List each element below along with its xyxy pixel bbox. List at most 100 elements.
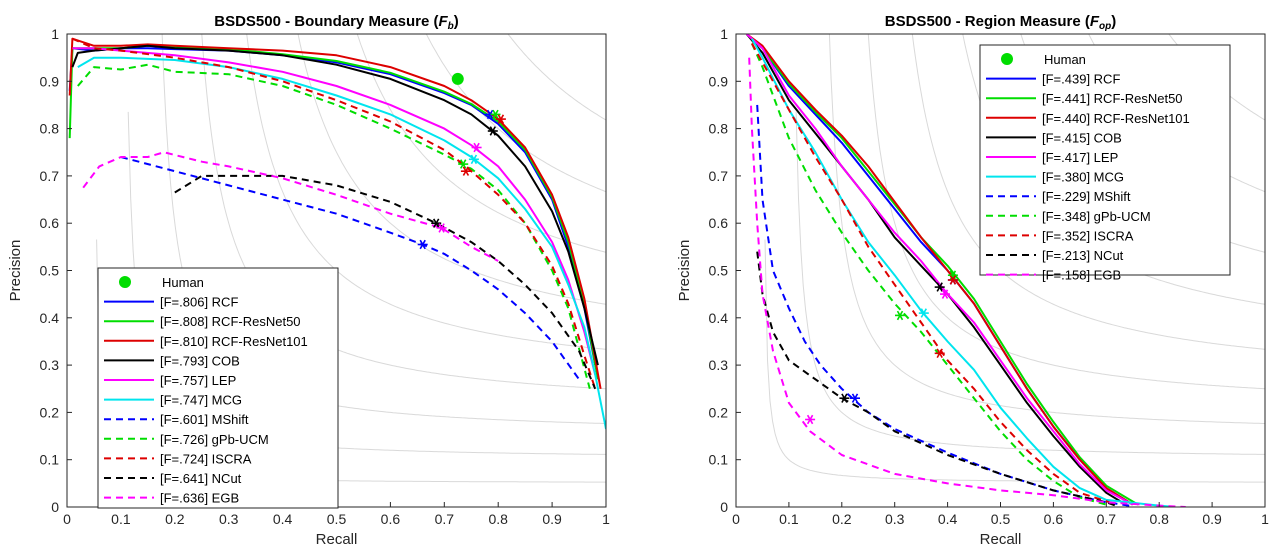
asterisk-stroke (936, 282, 943, 292)
x-tick-label: 0.5 (327, 511, 347, 527)
legend: Human [F=.806] RCF [F=.808] RCF-ResNet50 [F… (97, 267, 339, 509)
legend-label-3: [F=.810] RCF-ResNet101 (160, 334, 308, 349)
y-tick-label: 0.1 (709, 452, 729, 468)
x-tick-label: 0.2 (165, 511, 185, 527)
legend-label-6: [F=.747] MCG (160, 393, 242, 408)
y-tick-label: 0 (720, 499, 728, 515)
series-line-6 (77, 56, 606, 430)
y-tick-label: 0.9 (40, 73, 60, 89)
series-marker-3 (947, 275, 958, 285)
iso-f-curve (507, 34, 606, 121)
series-marker-8 (895, 310, 905, 321)
legend-label-9: [F=.724] ISCRA (160, 451, 252, 466)
series-line-2 (745, 34, 1139, 506)
asterisk-stroke (851, 393, 859, 403)
legend-label-9: [F=.352] ISCRA (1042, 228, 1134, 243)
legend-label-1: [F=.806] RCF (160, 295, 238, 310)
x-tick-label: 0.7 (435, 511, 455, 527)
legend-label-5: [F=.757] LEP (160, 373, 236, 388)
y-axis-label: Precision (7, 240, 24, 302)
x-tick-label: 0.4 (938, 511, 958, 527)
y-tick-label: 0.7 (40, 168, 60, 184)
y-tick-label: 0.5 (709, 263, 729, 279)
series-marker-3 (495, 114, 506, 124)
series-line-8 (750, 43, 1107, 506)
legend-label-10: [F=.213] NCut (1042, 248, 1124, 263)
legend-label-2: [F=.441] RCF-ResNet50 (1042, 91, 1183, 106)
legend-label-7: [F=.601] MShift (160, 412, 249, 427)
legend-label-11: [F=.636] EGB (160, 491, 239, 506)
x-tick-label: 0.1 (111, 511, 131, 527)
legend-label-6: [F=.380] MCG (1042, 170, 1124, 185)
human-marker (451, 72, 464, 85)
legend-label-human: Human (162, 275, 204, 290)
y-tick-label: 0.2 (709, 404, 729, 420)
legend-swatch-human (119, 276, 131, 288)
series-marker-8 (458, 159, 469, 169)
x-tick-label: 0.1 (779, 511, 799, 527)
y-tick-label: 0.7 (709, 168, 729, 184)
series-marker-10 (431, 218, 442, 228)
x-tick-label: 0 (63, 511, 71, 527)
series-line-9 (71, 37, 597, 390)
x-tick-label: 0.6 (381, 511, 401, 527)
x-tick-label: 0.9 (1202, 511, 1222, 527)
asterisk-stroke (489, 126, 496, 136)
x-tick-label: 0.8 (1149, 511, 1169, 527)
asterisk-stroke (941, 289, 949, 299)
series-marker-11 (805, 414, 816, 425)
iso-f-curve (764, 239, 1265, 483)
legend-swatch-human (1001, 53, 1013, 65)
legend-box (979, 44, 1231, 276)
asterisk-stroke (438, 223, 445, 233)
x-axis-label: Recall (980, 531, 1022, 548)
legend-label-4: [F=.415] COB (1042, 130, 1122, 145)
x-tick-label: 1 (602, 511, 610, 527)
y-tick-label: 1 (51, 26, 59, 42)
x-tick-label: 0.5 (991, 511, 1011, 527)
iso-f-curve (795, 111, 1265, 455)
y-tick-label: 0.6 (709, 215, 729, 231)
asterisk-stroke (473, 142, 480, 153)
series-marker-10 (839, 393, 850, 403)
x-axis-label: Recall (316, 531, 358, 548)
series-line-4 (71, 44, 599, 366)
legend-label-4: [F=.793] COB (160, 353, 240, 368)
y-tick-label: 0.5 (40, 263, 60, 279)
asterisk-stroke (470, 154, 478, 165)
y-tick-label: 0.4 (709, 310, 729, 326)
asterisk-stroke (486, 109, 494, 120)
chart-panel-1: 0 0.1 0.2 0.3 0.4 0.5 0.6 0.7 0.8 0.9 1 0 0.1 0.2 0.3 0… (7, 13, 610, 548)
chart-title: BSDS500 - Region Measure (Fop) (885, 13, 1116, 32)
y-tick-label: 0.8 (40, 121, 60, 137)
series-marker-11 (436, 223, 447, 233)
y-tick-label: 0.8 (709, 121, 729, 137)
x-tick-label: 0.6 (1044, 511, 1064, 527)
legend-label-8: [F=.726] gPb-UCM (160, 432, 269, 447)
legend-label-5: [F=.417] LEP (1042, 150, 1118, 165)
y-tick-label: 0.9 (709, 73, 729, 89)
legend-label-human: Human (1044, 52, 1086, 67)
asterisk-stroke (460, 159, 467, 169)
legend-label-3: [F=.440] RCF-ResNet101 (1042, 111, 1190, 126)
series-group (68, 37, 606, 430)
series-line-8 (77, 63, 591, 390)
series-marker-9 (460, 166, 471, 176)
series-marker-7 (417, 239, 428, 250)
x-tick-label: 0.9 (542, 511, 562, 527)
iso-f-curve (356, 34, 606, 253)
legend: Human [F=.439] RCF [F=.441] RCF-ResNet50 [F… (979, 44, 1231, 283)
asterisk-stroke (419, 239, 426, 250)
legend-label-11: [F=.158] EGB (1042, 268, 1121, 283)
chart-panel-2: 0 0.1 0.2 0.3 0.4 0.5 0.6 0.7 0.8 0.9 1 0 0.1 0.2 0.3 0… (676, 13, 1269, 548)
asterisk-stroke (806, 414, 814, 425)
series-line-3 (68, 37, 602, 389)
y-tick-label: 0 (51, 499, 59, 515)
series-line-9 (751, 43, 1118, 506)
series-line-11 (82, 151, 499, 262)
legend-label-8: [F=.348] gPb-UCM (1042, 209, 1151, 224)
asterisk-stroke (920, 308, 927, 318)
series-line-5 (72, 47, 597, 375)
series-line-3 (746, 34, 1134, 506)
